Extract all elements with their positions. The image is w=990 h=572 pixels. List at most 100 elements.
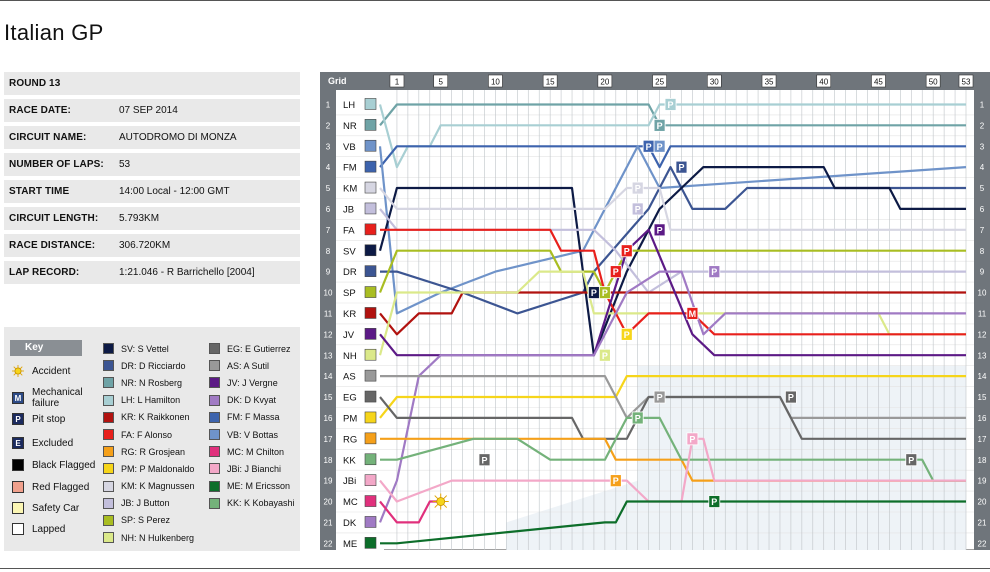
grid-driver-code: EG [343,393,357,404]
marker-label: P [602,288,608,298]
info-value: 07 SEP 2014 [119,105,178,116]
info-key: RACE DATE: [9,105,71,116]
driver-swatch [103,480,114,492]
series-line [380,437,966,482]
key-label: Red Flagged [32,481,90,493]
grid-driver-swatch [364,516,377,528]
marker-label: P [624,330,630,340]
driver-swatch [209,394,220,406]
driver-swatch [209,360,220,372]
series-line [379,103,966,127]
position-number: 3 [980,142,985,151]
position-number: 4 [326,163,331,172]
info-row: CIRCUIT NAME: AUTODROMO DI MONZA [4,126,300,149]
driver-legend-item: AS: A Sutil [209,357,295,374]
position-number: 8 [980,247,985,256]
driver-legend-label: DR: D Ricciardo [121,360,186,371]
marker-label: P [635,204,641,214]
position-number: 21 [978,518,987,527]
info-value: 5.793KM [119,213,160,224]
grid-driver-swatch [364,474,377,486]
position-number: 18 [978,456,987,465]
grid-driver-swatch [364,139,377,152]
pit-stop-marker [653,139,666,153]
accident-sun-icon [432,493,449,510]
driver-swatch [103,429,114,441]
pit-stop-marker [609,474,622,488]
position-number: 4 [980,163,985,172]
driver-swatch [209,480,220,492]
lap-tick-box [925,74,941,88]
driver-legend-label: FA: F Alonso [121,429,173,440]
lap-tick-label: 45 [874,78,883,87]
grid-driver-swatch [364,495,377,507]
info-key: CIRCUIT LENGTH: [9,213,99,224]
driver-legend-item: DK: D Kvyat [209,392,295,409]
info-key: CIRCUIT NAME: [9,132,87,143]
info-value: 1:21.046 - R Barrichello [2004] [119,267,255,278]
key-item: M Mechanical failure [12,387,83,409]
grid-driver-code: JV [343,330,355,341]
grid-driver-code: NH [343,351,357,362]
lap-tick-label: 25 [655,78,664,87]
grid-driver-swatch [364,181,377,194]
pit-stop-marker [785,390,797,404]
position-number: 3 [326,142,331,151]
grid-driver-code: SV [343,246,356,257]
driver-legend-item: FA: F Alonso [103,426,195,443]
driver-legend-item: JB: J Button [103,495,195,512]
driver-legend-label: JB: J Button [121,498,170,509]
lap-chart: Grid 1 5 10 15 20 25 30 35 40 45 50 53 1 1 2 2 3 3 4 4 5 5 6 6 7 7… [319,71,990,555]
position-number: 15 [978,393,987,402]
info-row: LAP RECORD: 1:21.046 - R Barrichello [200… [4,261,300,284]
driver-swatch [209,343,220,355]
position-number: 7 [326,226,331,235]
driver-swatch [103,411,114,423]
driver-legend-item: KR: K Raikkonen [103,409,195,426]
pit-stop-marker [686,432,699,446]
lap-tick-label: 40 [819,78,828,87]
grid-driver-swatch [364,98,377,110]
marker-label: P [657,121,663,131]
marker-label: P [689,434,695,444]
grid-driver-swatch [364,453,377,466]
driver-legend-item: NR: N Rosberg [103,374,195,391]
driver-legend-label: KM: K Magnussen [121,481,195,492]
grid-driver-code: ME [343,539,357,550]
grid-driver-swatch [364,202,377,215]
driver-legend-label: SP: S Perez [121,515,171,526]
driver-legend-label: VB: V Bottas [227,429,279,440]
position-column-left [320,90,336,550]
position-number: 20 [324,498,333,507]
position-number: 9 [980,268,985,277]
driver-swatch [103,463,114,475]
driver-legend-label: KK: K Kobayashi [227,498,295,509]
lap-tick-box [871,74,886,88]
key-swatch [12,502,24,514]
position-number: 7 [980,226,985,235]
lap-tick-label: 35 [765,78,774,87]
pit-stop-marker [620,327,633,341]
driver-legend-label: EG: E Gutierrez [227,343,291,354]
driver-legend-label: JBi: J Bianchi [227,463,282,474]
pit-stop-marker [631,181,644,195]
grid-driver-code: MC [343,497,358,508]
series-line [380,500,966,545]
grid-driver-code: FA [343,225,355,236]
position-number: 5 [980,184,985,193]
driver-legend-item: KM: K Magnussen [103,478,195,495]
bottom-rule [0,568,990,569]
lap-tick-label: 50 [929,78,938,87]
info-key: ROUND 13 [9,78,61,89]
info-row: START TIME 14:00 Local - 12:00 GMT [4,180,300,203]
grid-driver-swatch [364,223,377,236]
info-row: NUMBER OF LAPS: 53 [4,153,300,176]
series-line [378,166,966,357]
lap-tick-box [707,74,722,88]
driver-swatch [103,343,114,355]
driver-legend-item: JBi: J Bianchi [209,460,295,477]
grid-driver-swatch [364,160,377,173]
position-number: 6 [326,205,331,214]
driver-swatch [103,497,114,509]
position-number: 17 [324,435,333,444]
